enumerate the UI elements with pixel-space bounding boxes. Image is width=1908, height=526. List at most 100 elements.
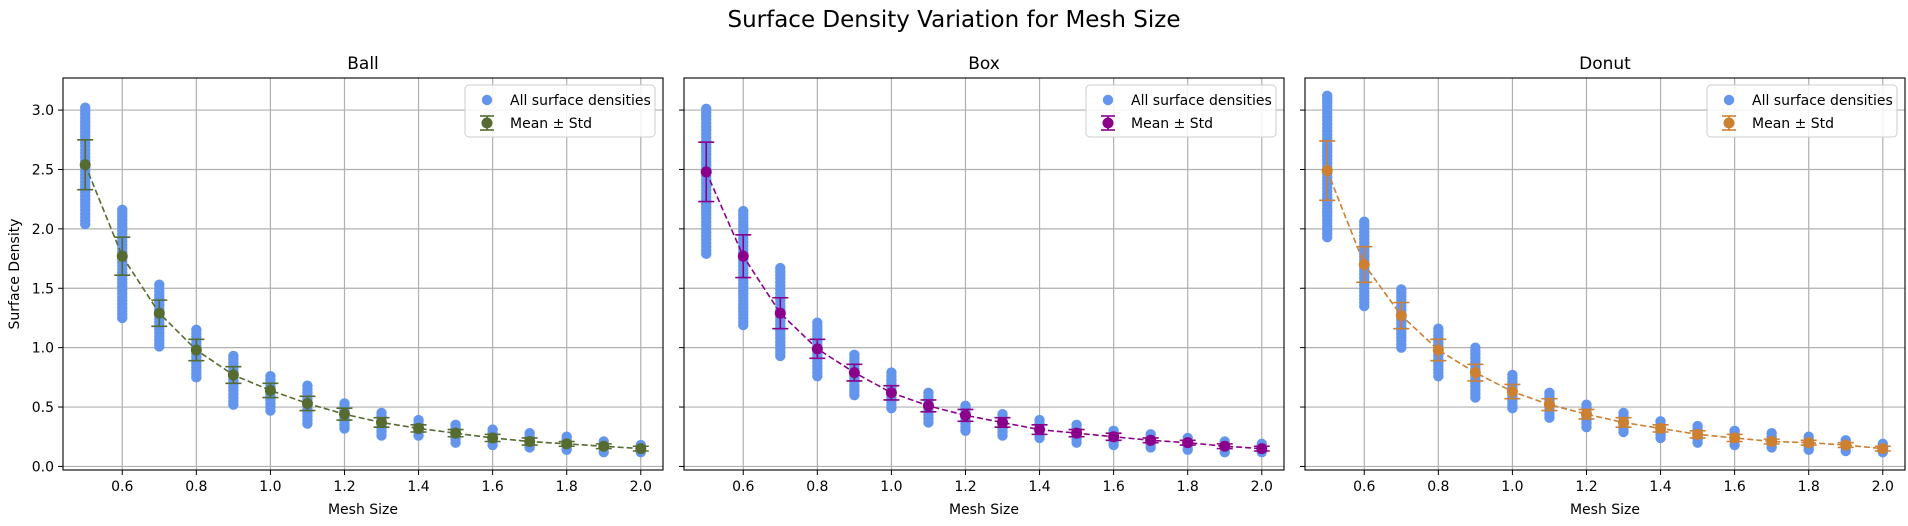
subplot-donut: 0.6 0.8 1.0 1.2 1.4 1.6 1.8 2.0 Donut Mesh Size Al… — [1300, 54, 1906, 518]
mean-marker — [524, 435, 536, 447]
mean-marker — [1071, 427, 1083, 439]
legend-label: Mean ± Std — [510, 116, 592, 132]
legend-label: Mean ± Std — [1752, 116, 1834, 132]
scatter-point — [1544, 387, 1555, 398]
x-tick-label: 0.8 — [1427, 479, 1449, 495]
scatter-point — [1396, 284, 1407, 295]
y-tick-label: 1.5 — [32, 281, 54, 297]
x-tick-label: 1.4 — [1028, 479, 1050, 495]
x-tick-label: 1.6 — [1102, 479, 1124, 495]
scatter-point — [1071, 419, 1082, 431]
x-tick-label: 1.6 — [1723, 479, 1745, 495]
legend-box — [464, 84, 656, 138]
mean-marker — [1108, 431, 1120, 443]
mean-marker — [301, 397, 313, 409]
mean-marker — [1506, 386, 1518, 398]
mean-line — [1326, 170, 1883, 450]
mean-marker — [811, 343, 823, 355]
mean-marker — [1803, 437, 1815, 449]
x-tick-label: 1.2 — [333, 479, 355, 495]
x-tick-label: 2.0 — [630, 479, 652, 495]
scatter-point — [775, 262, 786, 274]
x-tick-label: 1.2 — [954, 479, 976, 495]
x-tick-label: 1.8 — [1177, 479, 1199, 495]
mean-marker — [848, 367, 860, 379]
scatter-point — [1618, 407, 1629, 419]
legend-label: All surface densities — [1752, 93, 1893, 109]
axes-frame — [683, 77, 1285, 471]
scatter-point — [1766, 427, 1777, 439]
x-tick-label: 1.0 — [1501, 479, 1523, 495]
mean-marker — [561, 438, 573, 450]
scatter-point — [413, 414, 424, 426]
y-tick-label: 0.5 — [32, 400, 54, 416]
y-tick-label: 1.0 — [32, 341, 54, 357]
axes-frame — [1304, 77, 1906, 471]
mean-marker — [1358, 258, 1370, 270]
mean-line — [705, 171, 1262, 450]
x-tick-label: 0.8 — [806, 479, 828, 495]
mean-marker — [1256, 443, 1268, 455]
y-tick-label: 2.0 — [32, 222, 54, 238]
x-tick-label: 1.0 — [259, 479, 281, 495]
mean-marker — [1877, 443, 1889, 455]
mean-marker — [487, 432, 499, 444]
subplot-title: Donut — [1579, 54, 1631, 74]
scatter-point — [191, 324, 202, 336]
subplot-box: 0.6 0.8 1.0 1.2 1.4 1.6 1.8 2.0 Box Mesh Size All … — [679, 54, 1285, 518]
x-tick-label: 1.4 — [407, 479, 429, 495]
legend: All surface densities Mean ± Std — [1085, 84, 1277, 138]
mean-marker — [922, 400, 934, 412]
legend-mean-marker — [1723, 117, 1735, 129]
mean-marker — [635, 443, 647, 455]
mean-marker — [885, 387, 897, 399]
mean-marker — [450, 427, 462, 439]
mean-marker — [227, 369, 239, 381]
scatter-point — [1322, 90, 1333, 102]
mean-marker — [1543, 399, 1555, 411]
mean-marker — [1580, 408, 1592, 420]
scatter-point — [117, 204, 128, 216]
mean-marker — [1432, 344, 1444, 356]
mean-marker — [1145, 434, 1157, 446]
scatter-point — [487, 424, 498, 435]
mean-marker — [376, 416, 388, 428]
mean-marker — [1469, 367, 1481, 379]
mean-marker — [264, 384, 276, 396]
mean-marker — [1655, 422, 1667, 434]
mean-marker — [79, 159, 91, 171]
scatter-point — [960, 400, 971, 412]
x-tick-label: 1.2 — [1575, 479, 1597, 495]
mean-marker — [1321, 165, 1333, 177]
x-tick-label: 0.6 — [732, 479, 754, 495]
scatter-point — [154, 279, 165, 290]
scatter-point — [1581, 399, 1592, 410]
mean-marker — [997, 416, 1009, 428]
mean-marker — [1219, 440, 1231, 452]
scatter-point — [1034, 414, 1045, 426]
scatter-point — [228, 350, 239, 362]
mean-marker — [413, 422, 425, 434]
scatter-point — [339, 398, 350, 409]
x-tick-label: 1.8 — [1798, 479, 1820, 495]
scatter-point — [265, 370, 276, 382]
x-tick-label: 2.0 — [1251, 479, 1273, 495]
legend-label: Mean ± Std — [1131, 116, 1213, 132]
mean-marker — [1766, 435, 1778, 447]
x-tick-label: 2.0 — [1872, 479, 1894, 495]
mean-marker — [598, 440, 610, 452]
legend-label: All surface densities — [510, 93, 651, 109]
mean-marker — [1182, 437, 1194, 449]
mean-marker — [1729, 432, 1741, 444]
scatter-point — [376, 407, 387, 419]
scatter-point — [997, 408, 1008, 420]
mean-marker — [1395, 310, 1407, 322]
figure-title: Surface Density Variation for Mesh Size — [727, 7, 1180, 33]
mean-marker — [1692, 428, 1704, 440]
mean-marker — [338, 408, 350, 420]
scatter-point — [450, 419, 461, 431]
y-tick-label: 0.0 — [32, 459, 54, 475]
subplot-ball: 0.6 0.8 1.0 1.2 1.4 1.6 1.8 2.0 0.0 0.5 1.0 1.5 2.0 2… — [7, 54, 664, 518]
y-tick-label: 3.0 — [32, 103, 54, 119]
mean-marker — [1618, 416, 1630, 428]
